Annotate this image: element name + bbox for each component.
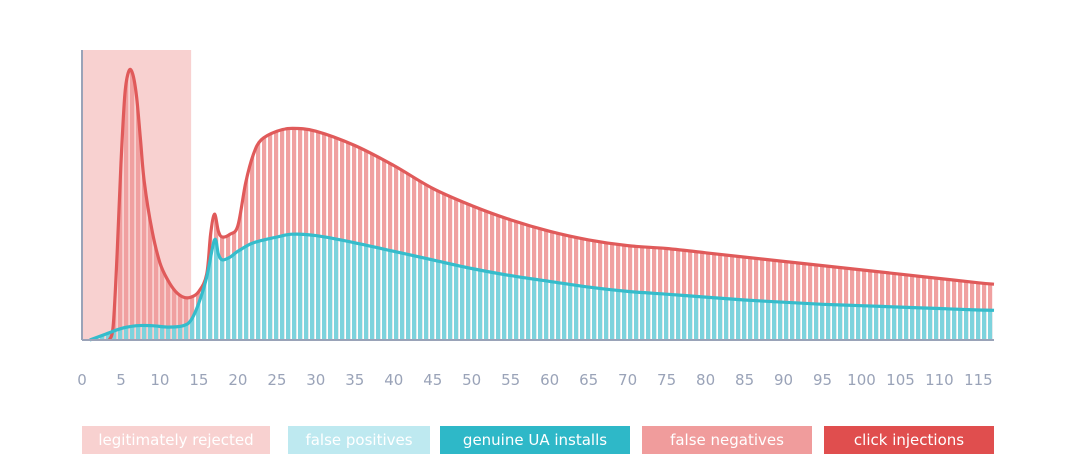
legend-item-false-positives: false positives — [288, 426, 430, 454]
x-tick-label: 95 — [813, 371, 832, 389]
x-tick-label: 105 — [886, 371, 915, 389]
legend-item-legitimately-rejected: legitimately rejected — [82, 426, 270, 454]
click-injections-line — [107, 67, 995, 341]
x-axis-ticks: 0 5 10 15 20 25 30 35 40 45 50 55 60 65 70 75 80 85 90 95 10… — [77, 371, 992, 389]
x-tick-label: 20 — [228, 371, 247, 389]
x-tick-label: 5 — [116, 371, 126, 389]
legend: legitimately rejected false positives genu… — [82, 426, 994, 454]
x-tick-label: 60 — [540, 371, 559, 389]
x-tick-label: 50 — [462, 371, 481, 389]
x-tick-label: 100 — [847, 371, 876, 389]
legend-item-false-negatives: false negatives — [642, 426, 812, 454]
x-tick-label: 90 — [774, 371, 793, 389]
legend-item-genuine-ua-installs: genuine UA installs — [440, 426, 630, 454]
area-chart: 0 5 10 15 20 25 30 35 40 45 50 55 60 65 70 75 80 85 90 95 10… — [77, 50, 995, 389]
x-tick-label: 15 — [189, 371, 208, 389]
x-tick-label: 25 — [267, 371, 286, 389]
x-tick-label: 65 — [579, 371, 598, 389]
x-tick-label: 0 — [77, 371, 87, 389]
legend-item-click-injections: click injections — [824, 426, 994, 454]
x-tick-label: 115 — [964, 371, 993, 389]
x-tick-label: 85 — [735, 371, 754, 389]
genuine-installs-area — [89, 234, 993, 340]
x-tick-label: 45 — [423, 371, 442, 389]
x-tick-label: 110 — [925, 371, 954, 389]
x-tick-label: 55 — [501, 371, 520, 389]
x-tick-label: 10 — [150, 371, 169, 389]
x-tick-label: 75 — [657, 371, 676, 389]
false-negatives-area — [109, 69, 993, 340]
x-tick-label: 80 — [696, 371, 715, 389]
genuine-installs-line — [89, 232, 995, 342]
axes — [81, 50, 994, 341]
series-lines — [89, 67, 995, 342]
x-tick-label: 70 — [618, 371, 637, 389]
x-tick-label: 40 — [384, 371, 403, 389]
x-tick-label: 30 — [306, 371, 325, 389]
x-tick-label: 35 — [345, 371, 364, 389]
